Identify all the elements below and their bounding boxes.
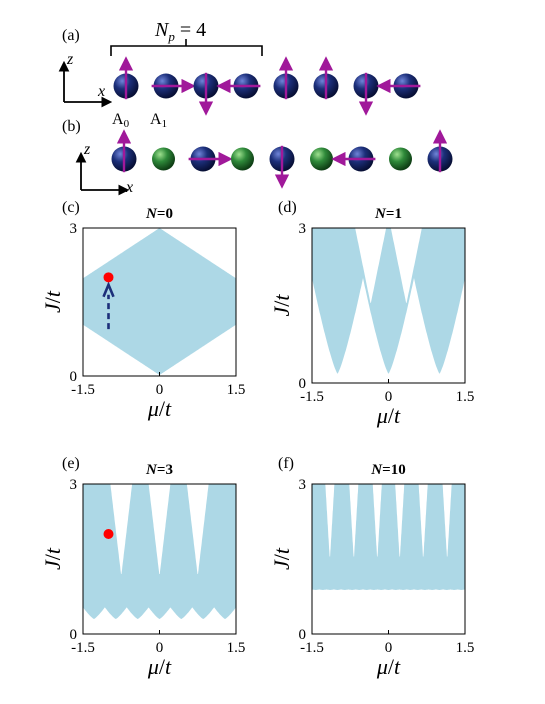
spin-chain-a — [113, 56, 421, 116]
panel-label: (f) — [278, 455, 294, 472]
atom-b-7 — [389, 147, 412, 171]
y-tick-label: 0 — [70, 369, 78, 385]
plot-frame — [311, 483, 466, 635]
axes-a — [58, 60, 113, 108]
panel-label: (c) — [62, 199, 80, 216]
gap-region-1 — [349, 484, 359, 557]
x-tick-label: 0 — [385, 640, 393, 656]
np-label: Np = 4 — [154, 19, 206, 44]
np-brace — [110, 39, 263, 56]
y-axis-label: J/t — [269, 294, 294, 317]
gap-region-2 — [372, 484, 382, 557]
gap-region-4 — [418, 484, 428, 557]
plot-frame — [311, 227, 466, 384]
x-tick-label: 1.5 — [456, 389, 475, 405]
atom-b-5 — [310, 147, 333, 171]
atom-b-3 — [231, 147, 254, 171]
x-tick-label: 0 — [385, 389, 393, 405]
axis-z-a: z — [66, 51, 74, 68]
gap-region-3 — [395, 484, 405, 557]
y-axis-label: J/t — [40, 290, 65, 313]
y-tick-label: 3 — [70, 221, 78, 237]
state-marker — [103, 272, 114, 283]
site-label-a0: A0 — [112, 111, 130, 130]
x-tick-label: -1.5 — [71, 382, 95, 398]
panel-c: -1.5 0 1.503(c) N=0J/tμ/t — [40, 199, 245, 421]
site-label-a1: A1 — [150, 111, 167, 130]
x-tick-label: 0 — [156, 382, 164, 398]
panel-title: N=3 — [145, 462, 173, 478]
y-tick-label: 0 — [299, 627, 307, 643]
panel-f: -1.5 0 1.503(f) N=10J/tμ/t — [269, 455, 474, 679]
axis-x-b: x — [125, 179, 133, 196]
x-axis-label: μ/t — [376, 654, 401, 679]
plot-frame — [82, 483, 237, 635]
spin-chain-b — [111, 129, 453, 189]
x-tick-label: 1.5 — [227, 640, 246, 656]
panel-title: N=1 — [374, 206, 402, 222]
gap-region-5 — [442, 484, 452, 557]
x-axis-label: μ/t — [147, 396, 172, 421]
dashed-arrow-head — [102, 281, 115, 298]
panel-label: (e) — [62, 455, 80, 472]
plot-frame — [82, 227, 237, 377]
stable-region — [83, 228, 236, 375]
y-tick-label: 0 — [299, 376, 307, 392]
gap-region-2 — [186, 484, 209, 574]
x-tick-label: 0 — [156, 640, 164, 656]
panel-label-a: (a) — [62, 27, 80, 44]
x-axis-label: μ/t — [147, 654, 172, 679]
stable-region — [312, 484, 465, 590]
stable-region — [312, 228, 465, 374]
x-tick-label: -1.5 — [300, 640, 324, 656]
axis-x-a: x — [97, 83, 105, 100]
gap-region-0 — [355, 228, 387, 303]
y-tick-label: 3 — [299, 221, 307, 237]
panel-title: N=0 — [145, 206, 173, 222]
y-axis-label: J/t — [269, 547, 294, 570]
y-tick-label: 0 — [70, 627, 78, 643]
x-tick-label: -1.5 — [300, 389, 324, 405]
phase-diagrams: -1.5 0 1.503(c) N=0J/tμ/t -1.5 0 1.503(d) N=1J/… — [40, 199, 474, 679]
panel-label: (d) — [278, 199, 297, 216]
panel-label-b: (b) — [62, 118, 81, 135]
atom-b-1 — [152, 147, 175, 171]
x-axis-label: μ/t — [376, 403, 401, 428]
y-axis-label: J/t — [40, 547, 65, 570]
axes-b — [75, 151, 130, 196]
gap-region-1 — [390, 228, 422, 303]
gap-region-0 — [325, 484, 335, 557]
axis-z-b: z — [83, 141, 91, 158]
panel-e: -1.5 0 1.503(e) N=3J/tμ/t — [40, 455, 245, 679]
x-tick-label: 1.5 — [227, 382, 246, 398]
gap-region-1 — [148, 484, 171, 574]
state-marker — [103, 529, 114, 539]
gap-region-0 — [110, 484, 133, 574]
y-tick-label: 3 — [299, 477, 307, 493]
panel-d: -1.5 0 1.503(d) N=1J/tμ/t — [269, 199, 474, 428]
x-tick-label: 1.5 — [456, 640, 475, 656]
y-tick-label: 3 — [70, 477, 78, 493]
panel-title: N=10 — [370, 462, 405, 478]
x-tick-label: -1.5 — [71, 640, 95, 656]
